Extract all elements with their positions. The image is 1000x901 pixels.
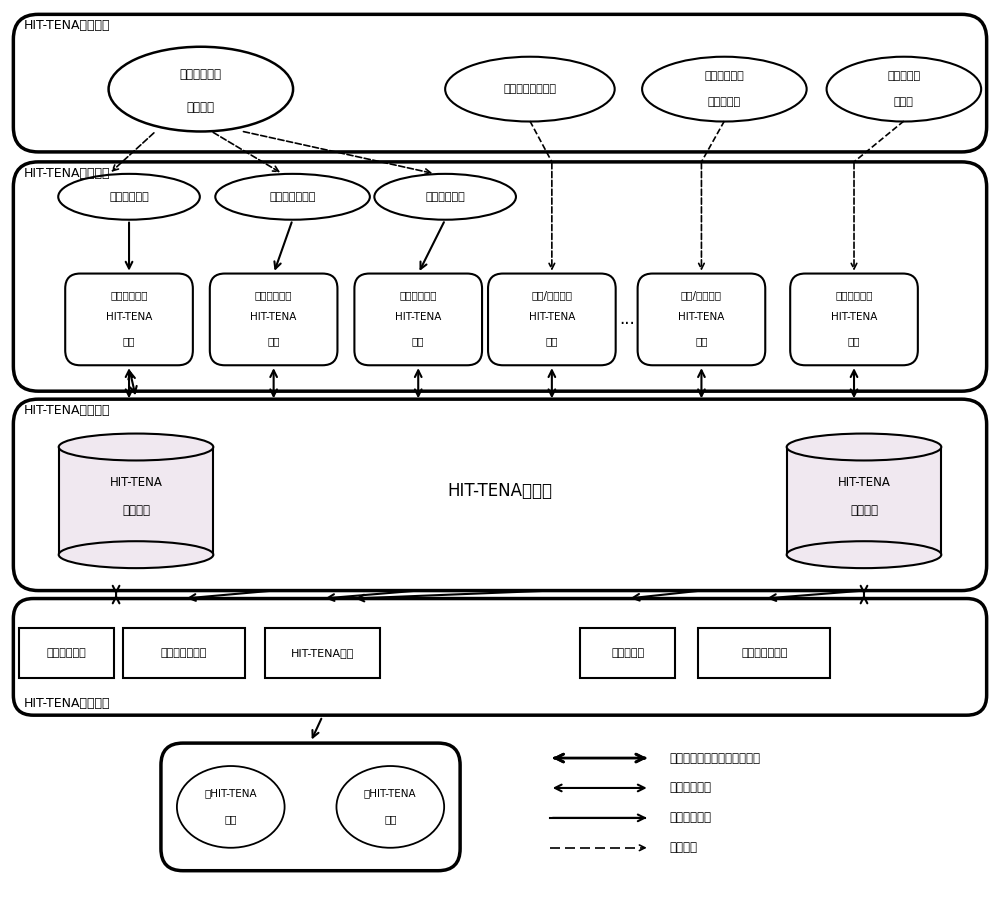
Ellipse shape — [58, 174, 200, 220]
Ellipse shape — [215, 174, 370, 220]
Text: 消息调用传递（基于中间件）: 消息调用传递（基于中间件） — [670, 751, 761, 765]
FancyBboxPatch shape — [638, 274, 765, 365]
Text: HIT-TENA: HIT-TENA — [250, 313, 297, 323]
Text: 对象: 对象 — [267, 336, 280, 346]
Ellipse shape — [827, 57, 981, 122]
Ellipse shape — [59, 542, 213, 569]
FancyBboxPatch shape — [13, 598, 987, 715]
Bar — [123, 629, 245, 678]
FancyBboxPatch shape — [210, 274, 337, 365]
Text: 试验资源应用: 试验资源应用 — [110, 290, 148, 300]
Text: 对象: 对象 — [123, 336, 135, 346]
Text: 对象: 对象 — [546, 336, 558, 346]
Text: 系统: 系统 — [384, 814, 397, 824]
Text: HIT-TENA: HIT-TENA — [395, 313, 441, 323]
Bar — [698, 629, 830, 678]
Text: 资源仓库: 资源仓库 — [122, 505, 150, 517]
Text: HIT-TENA基础工具: HIT-TENA基础工具 — [23, 697, 110, 710]
Text: 对象: 对象 — [412, 336, 424, 346]
Text: 开发环境: 开发环境 — [187, 101, 215, 114]
FancyBboxPatch shape — [354, 274, 482, 365]
Bar — [580, 629, 675, 678]
Ellipse shape — [59, 433, 213, 460]
Text: ...: ... — [619, 311, 635, 328]
Text: 数据采集器: 数据采集器 — [611, 649, 644, 659]
Text: HIT-TENA: HIT-TENA — [110, 477, 162, 489]
Ellipse shape — [642, 57, 807, 122]
Text: HIT-TENA: HIT-TENA — [529, 313, 575, 323]
Text: 对象: 对象 — [848, 336, 860, 346]
FancyBboxPatch shape — [790, 274, 918, 365]
Ellipse shape — [445, 57, 615, 122]
Ellipse shape — [374, 174, 516, 220]
Ellipse shape — [177, 766, 285, 848]
Text: 虚拟试验资源: 虚拟试验资源 — [109, 192, 149, 202]
Text: HIT-TENA: HIT-TENA — [106, 313, 152, 323]
Text: 数据档案管理器: 数据档案管理器 — [741, 649, 787, 659]
Text: HIT-TENA: HIT-TENA — [838, 477, 890, 489]
Text: 资源应用集成: 资源应用集成 — [180, 68, 222, 81]
Ellipse shape — [336, 766, 444, 848]
Bar — [265, 629, 380, 678]
Text: 分析/总结应用: 分析/总结应用 — [681, 290, 722, 300]
Ellipse shape — [109, 47, 293, 132]
Bar — [19, 629, 114, 678]
Bar — [59, 447, 213, 555]
Text: 资源仓库管理器: 资源仓库管理器 — [161, 649, 207, 659]
Text: 持软件: 持软件 — [894, 97, 914, 107]
Text: HIT-TENA辅助工具: HIT-TENA辅助工具 — [23, 19, 110, 32]
Ellipse shape — [787, 542, 941, 569]
Text: 显示/监控应用: 显示/监控应用 — [531, 290, 572, 300]
Text: HIT-TENA: HIT-TENA — [831, 313, 877, 323]
FancyBboxPatch shape — [161, 743, 460, 870]
Text: 构建过程: 构建过程 — [670, 842, 698, 854]
Text: 试验资源应用: 试验资源应用 — [399, 290, 437, 300]
Text: 双向数据传输: 双向数据传输 — [670, 781, 712, 795]
Text: 对象: 对象 — [695, 336, 708, 346]
Text: 非HIT-TENA: 非HIT-TENA — [364, 788, 417, 798]
Text: HIT-TENA: HIT-TENA — [678, 313, 725, 323]
Text: 环境资源应用: 环境资源应用 — [835, 290, 873, 300]
Text: 数据分析与处: 数据分析与处 — [705, 71, 744, 81]
Text: 非HIT-TENA: 非HIT-TENA — [204, 788, 257, 798]
Text: HIT-TENA网关: HIT-TENA网关 — [291, 649, 354, 659]
FancyBboxPatch shape — [13, 399, 987, 590]
Bar — [787, 447, 941, 555]
FancyBboxPatch shape — [13, 14, 987, 152]
Text: 综合环境支: 综合环境支 — [887, 71, 920, 81]
Text: 数据档案: 数据档案 — [850, 505, 878, 517]
Text: HIT-TENA中间件: HIT-TENA中间件 — [448, 482, 552, 500]
Text: HIT-TENA试验成员: HIT-TENA试验成员 — [23, 167, 110, 180]
Ellipse shape — [787, 433, 941, 460]
Text: 三维场景显示软件: 三维场景显示软件 — [503, 84, 556, 94]
Text: 试验资源应用: 试验资源应用 — [255, 290, 292, 300]
Text: 单向数据传输: 单向数据传输 — [670, 812, 712, 824]
FancyBboxPatch shape — [13, 162, 987, 391]
FancyBboxPatch shape — [65, 274, 193, 365]
Text: HIT-TENA公共设施: HIT-TENA公共设施 — [23, 405, 110, 417]
Text: 资源封装工具: 资源封装工具 — [46, 649, 86, 659]
Text: 系统: 系统 — [224, 814, 237, 824]
Text: 实物试验资源: 实物试验资源 — [425, 192, 465, 202]
FancyBboxPatch shape — [488, 274, 616, 365]
Text: 理支持软件: 理支持软件 — [708, 97, 741, 107]
Text: 半实物试验资源: 半实物试验资源 — [269, 192, 316, 202]
